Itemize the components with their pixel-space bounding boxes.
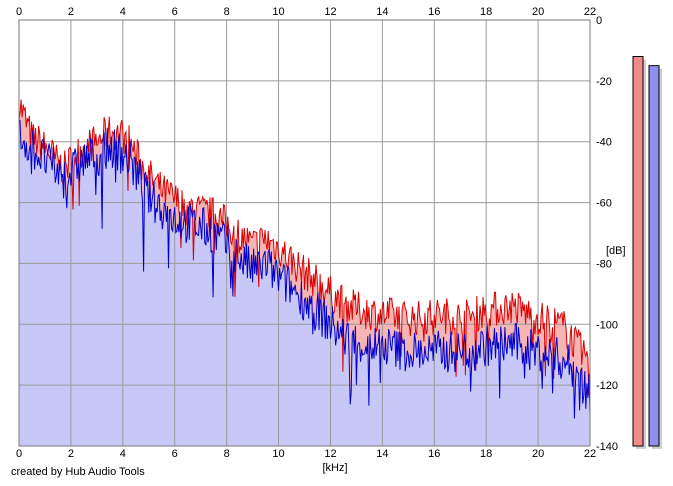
level-meter-blue <box>648 65 660 447</box>
level-meters <box>632 56 662 450</box>
y-tick-label: -100 <box>596 319 618 331</box>
x-tick-label-bottom: 0 <box>16 448 22 460</box>
x-tick-label-top: 8 <box>224 6 230 18</box>
x-tick-label-top: 4 <box>120 6 126 18</box>
y-tick-label: -120 <box>596 380 618 392</box>
x-tick-label-bottom: 22 <box>584 448 596 460</box>
x-tick-label-bottom: 20 <box>532 448 544 460</box>
x-tick-label-top: 0 <box>16 6 22 18</box>
x-tick-label-top: 6 <box>172 6 178 18</box>
x-tick-label-top: 16 <box>428 6 440 18</box>
x-tick-label-top: 2 <box>68 6 74 18</box>
level-meter-red <box>632 56 644 447</box>
y-axis-label: [dB] <box>606 245 626 257</box>
x-tick-labels-top: 0 2 4 6 8 10 12 14 16 18 20 22 <box>16 6 596 18</box>
x-tick-label-bottom: 2 <box>68 448 74 460</box>
x-axis-label: [kHz] <box>322 462 347 474</box>
x-tick-labels-bottom: 0 2 4 6 8 10 12 14 16 18 20 22 <box>16 448 596 460</box>
x-tick-label-top: 22 <box>584 6 596 18</box>
x-tick-label-bottom: 8 <box>224 448 230 460</box>
x-tick-label-bottom: 14 <box>376 448 388 460</box>
x-tick-label-bottom: 16 <box>428 448 440 460</box>
x-tick-label-bottom: 10 <box>272 448 284 460</box>
x-tick-label-bottom: 4 <box>120 448 126 460</box>
series-line-blue <box>18 119 591 419</box>
x-tick-label-bottom: 12 <box>324 448 336 460</box>
y-tick-label: -80 <box>596 258 612 270</box>
spectrum-lines <box>18 99 591 419</box>
x-tick-label-bottom: 18 <box>480 448 492 460</box>
plot-border <box>18 19 591 447</box>
y-tick-label: -20 <box>596 76 612 88</box>
plot-frame <box>18 19 591 447</box>
x-tick-label-top: 12 <box>324 6 336 18</box>
y-tick-label: -40 <box>596 137 612 149</box>
x-tick-label-top: 20 <box>532 6 544 18</box>
x-tick-label-top: 10 <box>272 6 284 18</box>
x-tick-label-top: 18 <box>480 6 492 18</box>
x-tick-label-top: 14 <box>376 6 388 18</box>
x-tick-label-bottom: 6 <box>172 448 178 460</box>
y-tick-label: -60 <box>596 198 612 210</box>
y-tick-label: -140 <box>596 441 618 453</box>
y-tick-label: 0 <box>596 15 602 27</box>
y-tick-labels: 0 -20 -40 -60 -80 -100 -120 -140 <box>596 15 618 453</box>
footer-credit: created by Hub Audio Tools <box>11 466 145 478</box>
